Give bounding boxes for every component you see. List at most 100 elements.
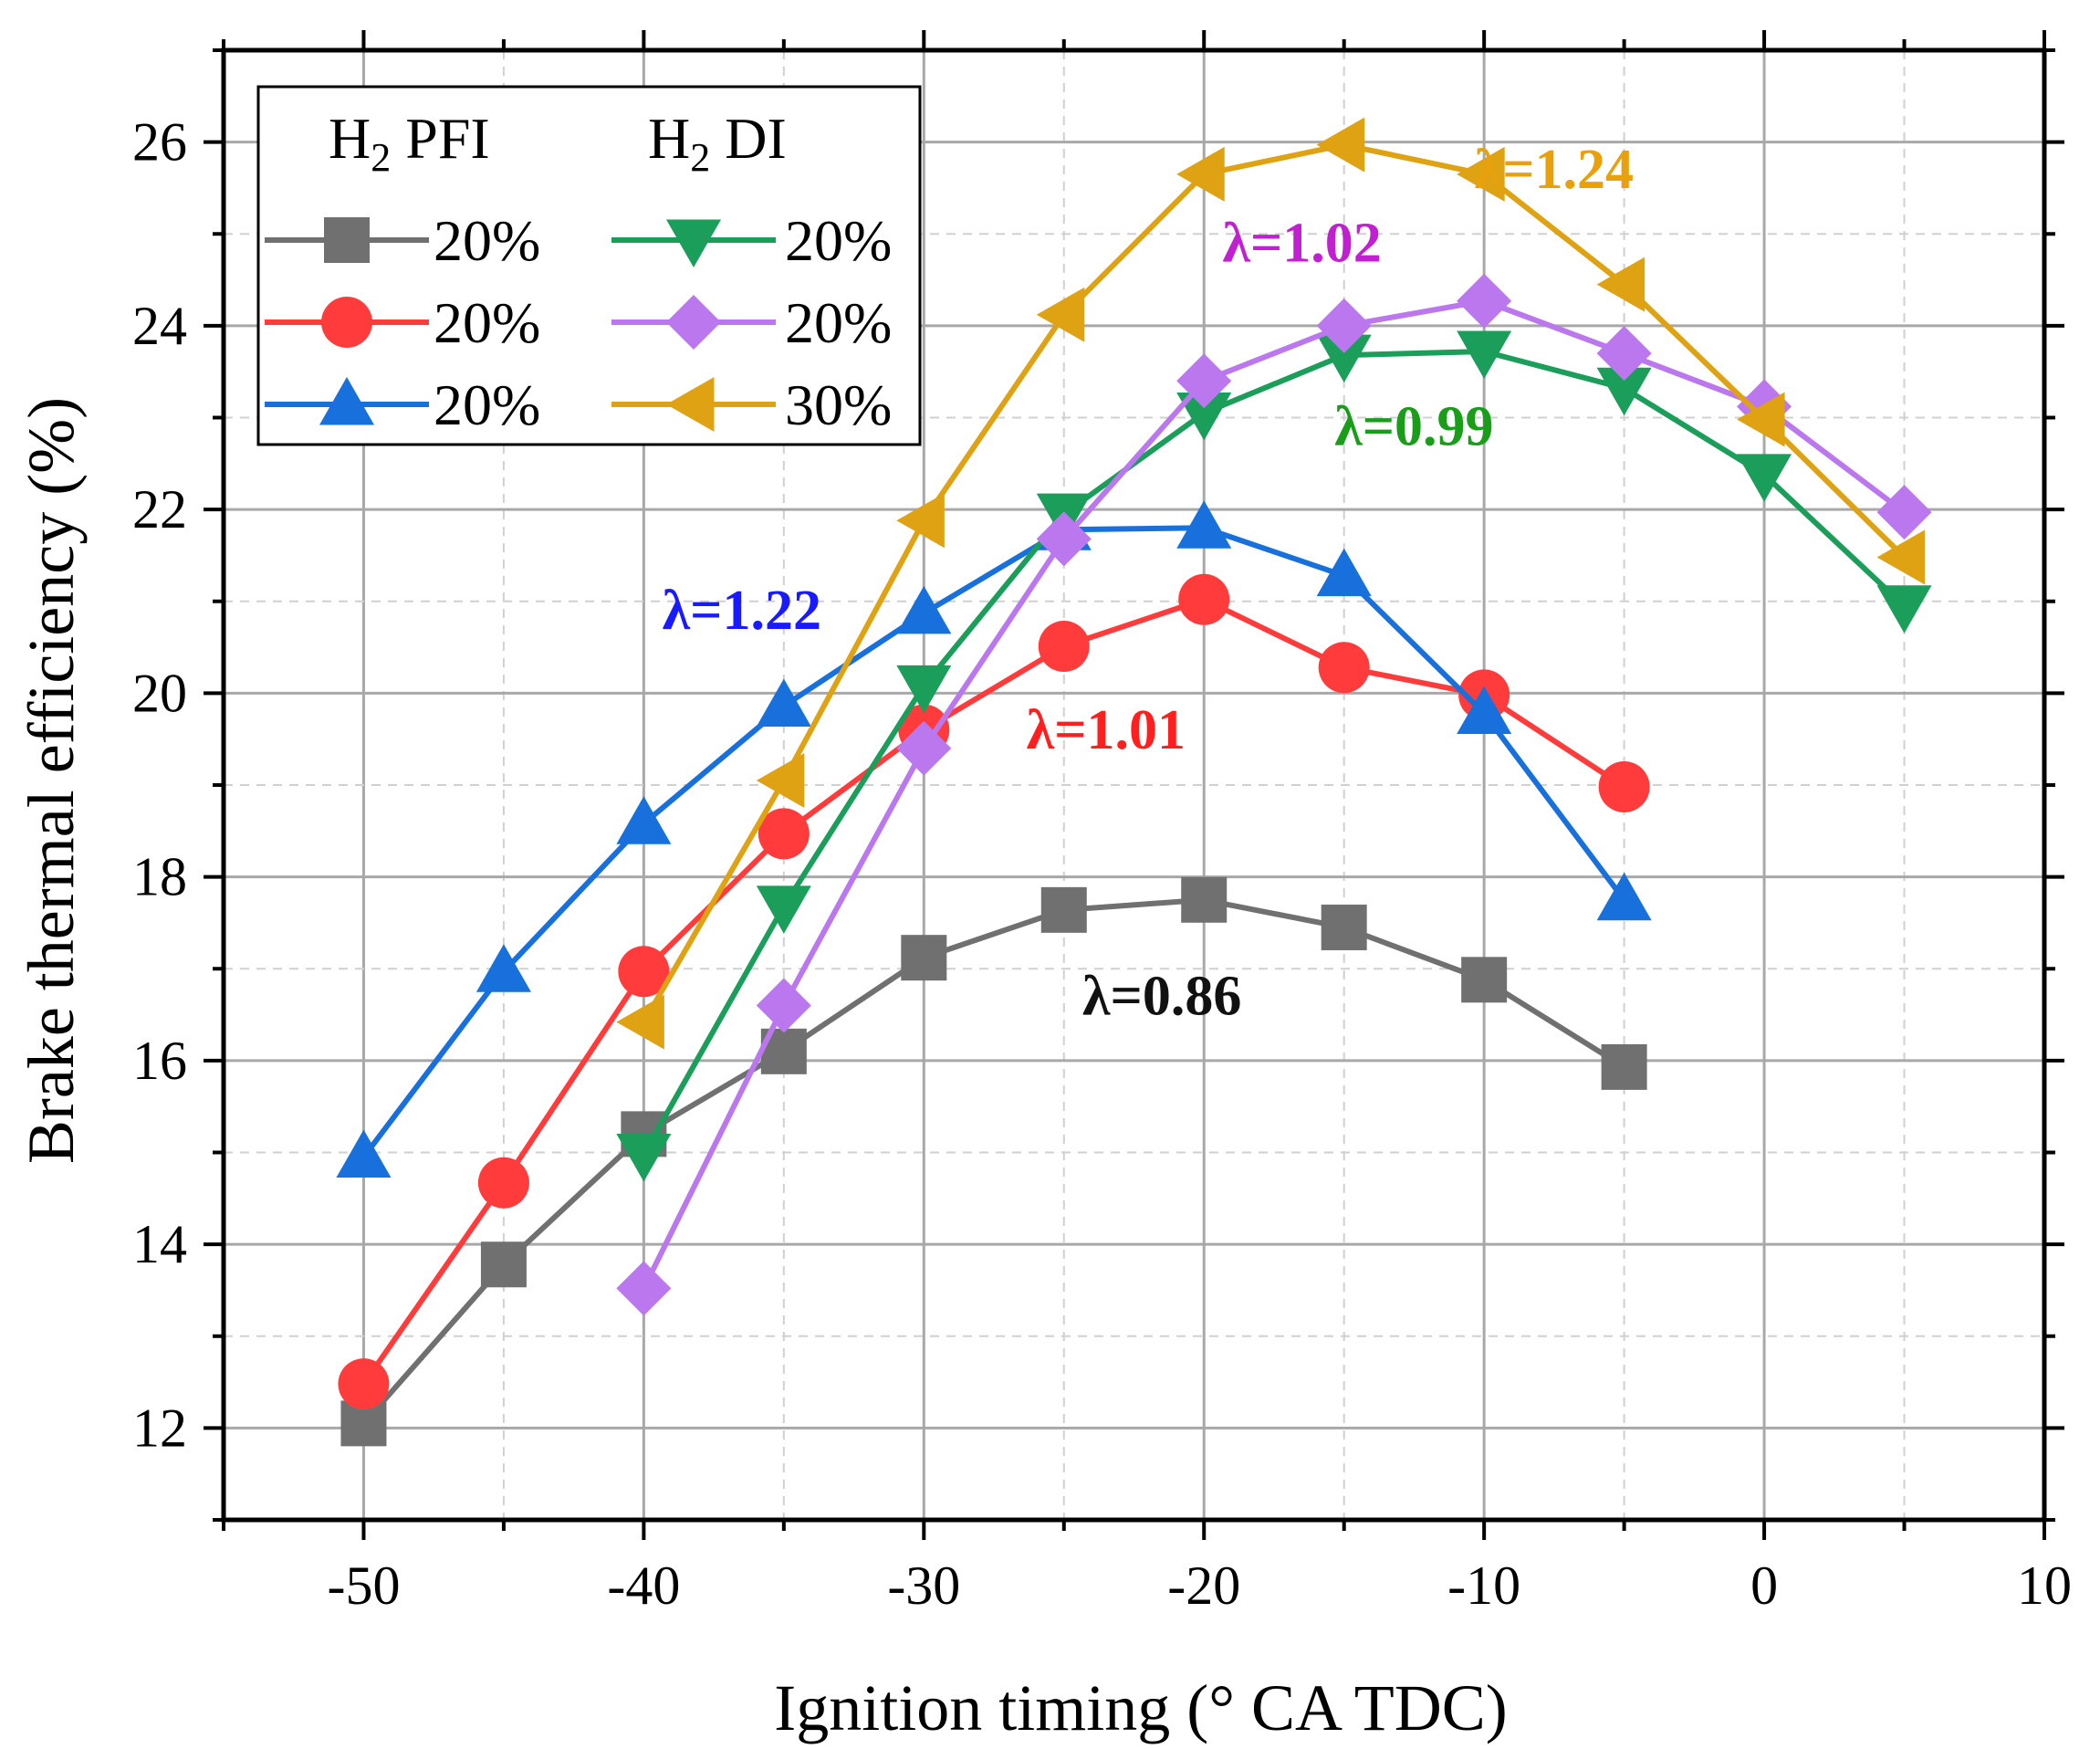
legend-label: 20% [434,372,540,437]
x-tick-label: -10 [1447,1555,1520,1616]
data-point [1457,330,1512,380]
data-point [1461,957,1508,1003]
data-point [1040,886,1087,933]
data-point [338,1358,390,1410]
legend-entry: 20% [611,208,892,273]
data-point [1316,548,1372,597]
lambda-label: λ=0.99 [1334,396,1493,458]
data-point [336,1129,392,1178]
legend-marker [666,295,721,350]
data-point [1596,257,1646,312]
legend-marker [666,377,715,432]
x-axis-title: Ignition timing (° CA TDC) [774,1671,1508,1744]
data-point [1316,117,1365,173]
legend: H2 PFI H2 DI 20% 20% 20% 20% 20% 30% [256,85,922,446]
series-4 [616,330,1932,1182]
series-line [641,349,1907,1156]
x-tick-label: 0 [1750,1555,1778,1616]
series-line [361,525,1627,1159]
data-point [616,994,664,1050]
data-point [1178,573,1230,625]
data-point [896,720,952,776]
series-6 [616,117,1926,1050]
legend-entry: 20% [265,372,540,437]
data-point [1596,367,1652,416]
data-point [756,678,811,727]
x-tick-label: -40 [607,1555,680,1616]
data-point [477,1157,529,1209]
data-point [1876,585,1932,634]
y-axis-title: Brake thermal efficiency (%) [15,397,88,1164]
data-point [1457,146,1505,202]
legend-marker [321,297,372,348]
data-point [1316,334,1372,383]
x-tick-label: 10 [2017,1555,2072,1616]
lambda-label: λ=0.86 [1082,966,1241,1028]
data-point [616,796,672,844]
data-point [1321,904,1367,950]
data-point [1457,273,1512,329]
data-point [756,978,811,1033]
legend-marker [324,217,370,263]
data-point [1038,621,1090,673]
lambda-label: λ=1.01 [1027,699,1186,761]
lambda-label: λ=1.24 [1475,139,1634,201]
data-point [1596,326,1652,382]
data-point [1176,500,1232,549]
data-point [1181,876,1228,923]
series-3 [336,500,1652,1178]
data-point [1176,392,1232,441]
data-point [1876,485,1932,540]
legend-box [256,85,922,446]
annotations: λ=0.86 λ=1.01 λ=1.22 λ=0.99 λ=1.02 λ=1.24 [663,139,1634,1028]
x-tick-label: -50 [327,1555,400,1616]
data-point [1316,298,1372,353]
series-1 [340,876,1647,1447]
data-point [1737,392,1785,447]
series-line [641,298,1907,1290]
data-point [1457,686,1512,735]
data-point [1601,1043,1647,1090]
y-tick-label: 16 [132,1031,187,1091]
data-point [475,944,531,992]
series-line [361,596,1626,1386]
series-line [641,141,1907,1024]
legend-label: 20% [785,208,892,273]
y-tick-label: 26 [132,112,187,173]
lambda-label: λ=1.22 [663,580,821,642]
legend-label: 20% [434,290,540,355]
legend-label: 20% [785,290,892,355]
data-point [896,665,952,714]
legend-entry: 30% [611,372,892,437]
data-point [616,1134,672,1182]
data-point [1176,146,1225,202]
data-point [756,752,805,808]
legend-entry: 20% [611,290,892,355]
data-point [1596,872,1652,921]
data-point [1876,529,1926,585]
legend-label: 20% [434,208,540,273]
data-point [1737,454,1792,502]
series-2 [338,573,1650,1410]
data-point [618,946,670,998]
y-tick-label: 14 [132,1214,187,1274]
y-tick-label: 24 [132,296,187,356]
legend-label: 30% [785,372,892,437]
data-point [1176,353,1232,409]
legend-marker [666,219,721,267]
data-point [480,1241,527,1288]
data-point [1598,761,1650,813]
series-group [336,117,1932,1447]
ticks: -50 -40 -30 -20 -10 0 10 12 14 16 18 20 22 24 26 [132,30,2072,1616]
y-tick-label: 20 [132,663,187,723]
y-tick-label: 22 [132,479,187,539]
legend-title-di: H2 DI [648,106,787,180]
x-tick-label: -20 [1167,1555,1240,1616]
series-line [361,896,1626,1426]
y-tick-label: 18 [132,847,187,907]
legend-marker [319,377,374,425]
data-point [896,585,952,634]
data-point [1318,642,1370,694]
data-point [901,935,947,981]
